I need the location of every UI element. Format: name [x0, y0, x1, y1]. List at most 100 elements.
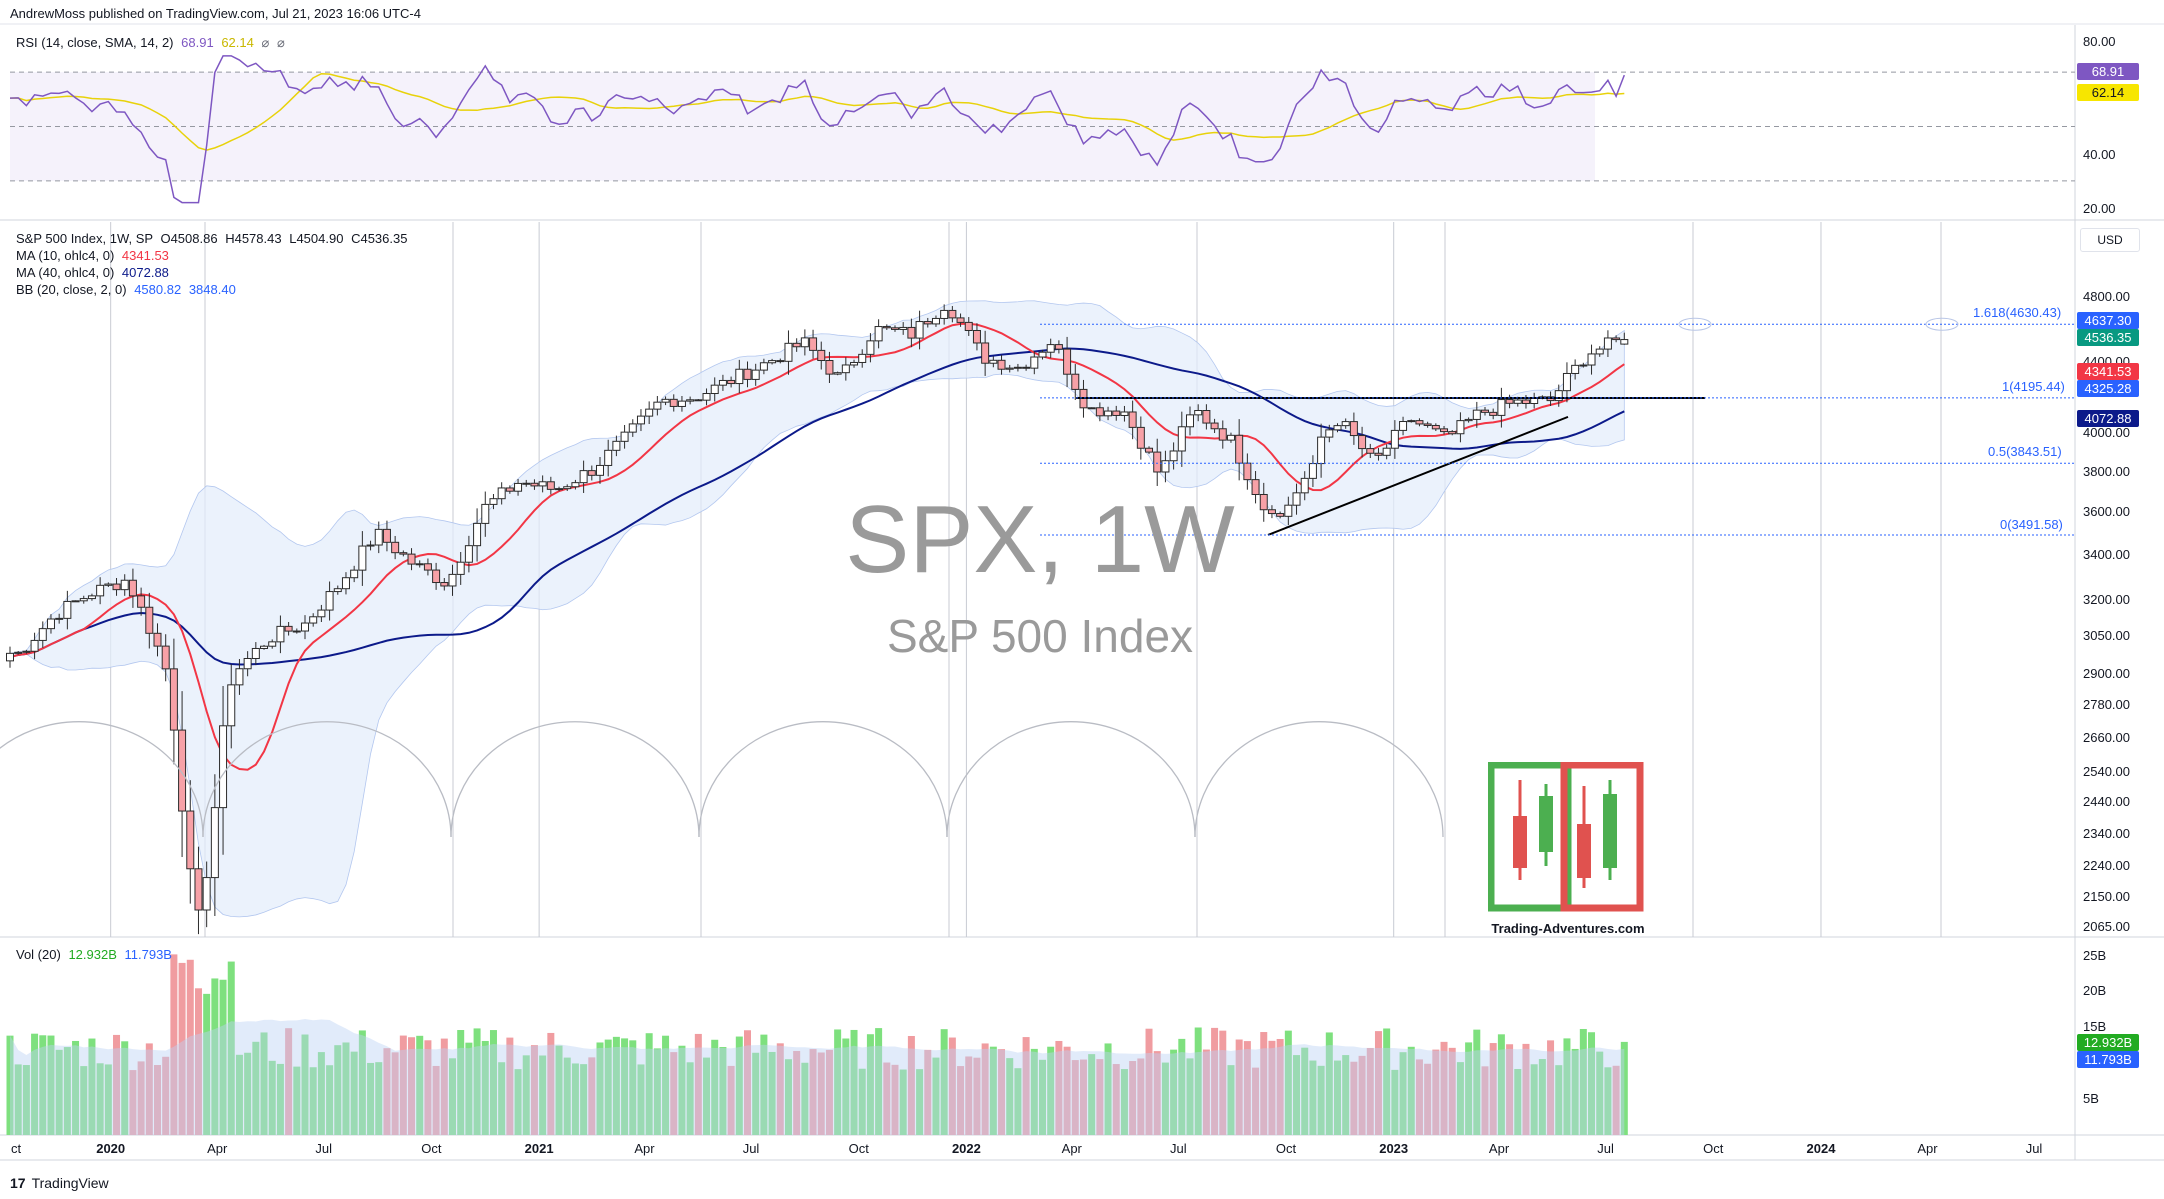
candle	[1431, 423, 1440, 432]
volume-bar	[358, 1030, 366, 1135]
volume-bar	[276, 1063, 284, 1135]
eye-off-icon[interactable]: ⌀	[276, 35, 285, 50]
volume-plot	[6, 954, 1628, 1135]
volume-bar	[784, 1059, 792, 1135]
candle	[481, 491, 490, 537]
candle	[432, 562, 441, 590]
candle	[768, 358, 777, 365]
candle	[571, 479, 580, 490]
candle	[1202, 404, 1211, 430]
volume-bar	[1563, 1038, 1571, 1135]
candle	[317, 604, 326, 623]
candle	[1243, 453, 1252, 490]
volume-axis-label: 25B	[2083, 948, 2107, 963]
volume-bar	[235, 1054, 243, 1135]
volume-bar	[145, 1043, 153, 1135]
cycle-arc	[202, 721, 452, 838]
volume-bar	[653, 1048, 661, 1135]
volume-bar	[875, 1028, 883, 1135]
candle	[514, 478, 523, 496]
candle	[563, 484, 572, 492]
candle	[268, 639, 277, 649]
price-axis-label: 2900.00	[2083, 665, 2130, 681]
candle	[1325, 424, 1334, 443]
candle	[1415, 418, 1424, 427]
volume-bar	[793, 1050, 801, 1135]
time-axis-label: Oct	[1703, 1141, 1724, 1156]
fib-marker	[1678, 317, 1712, 331]
bb-legend[interactable]: BB (20, close, 2, 0) 4580.82 3848.40	[16, 282, 236, 298]
candle	[1128, 400, 1137, 440]
candle	[374, 521, 383, 554]
bb-lower-value: 3848.40	[188, 282, 236, 297]
candle	[6, 646, 14, 668]
candle	[1276, 511, 1285, 519]
volume-legend: Vol (20) 12.932B 11.793B	[16, 947, 172, 963]
candle	[1169, 442, 1178, 470]
rsi-label: RSI (14, close, SMA, 14, 2)	[16, 35, 174, 50]
candle	[825, 351, 834, 384]
price-axis-label: 2440.00	[2083, 794, 2130, 810]
volume-bar	[1145, 1028, 1153, 1135]
volume-bar	[776, 1043, 784, 1135]
volume-bar	[612, 1036, 620, 1135]
time-axis-label: Jul	[742, 1141, 760, 1156]
time-axis-label: Jul	[2025, 1141, 2043, 1156]
candle	[153, 623, 162, 657]
candle	[1259, 482, 1268, 522]
volume-bar	[1325, 1032, 1333, 1135]
currency-button[interactable]: USD	[2080, 228, 2140, 252]
ma10-legend[interactable]: MA (10, ohlc4, 0) 4341.53	[16, 248, 169, 264]
volume-bar	[637, 1064, 645, 1135]
candle	[1358, 426, 1367, 458]
candle	[645, 401, 654, 425]
candle	[1120, 405, 1129, 422]
volume-bar	[727, 1065, 735, 1135]
candle	[1177, 411, 1186, 467]
high-value: H4578.43	[225, 231, 282, 246]
volume-bar	[80, 1066, 88, 1135]
volume-bar	[162, 1056, 170, 1135]
fib-label-05[interactable]: 0.5(3843.51)	[1988, 444, 2062, 459]
candle	[686, 396, 695, 405]
candle	[1104, 406, 1113, 421]
volume-bar	[203, 993, 211, 1135]
candle	[505, 485, 514, 494]
candle	[833, 371, 842, 376]
volume-bar	[88, 1038, 96, 1135]
volume-bar	[1407, 1046, 1415, 1135]
fib-label-1[interactable]: 1(4195.44)	[2002, 379, 2065, 394]
volume-bar	[973, 1057, 981, 1135]
volume-bar	[1530, 1064, 1538, 1135]
volume-bar	[1243, 1041, 1251, 1135]
candle	[1390, 420, 1399, 459]
volume-bar	[735, 1036, 743, 1135]
tradingview-footer[interactable]: 17 TradingView	[10, 1175, 109, 1191]
volume-bar	[1235, 1039, 1243, 1135]
price-tag-last: 4536.35	[2077, 329, 2139, 346]
candle	[800, 329, 809, 356]
candle	[169, 638, 178, 765]
eye-off-icon[interactable]: ⌀	[261, 35, 270, 50]
candle	[604, 439, 613, 477]
volume-bar	[55, 1049, 63, 1135]
ma40-legend[interactable]: MA (40, ohlc4, 0) 4072.88	[16, 265, 169, 281]
candle	[817, 341, 826, 370]
candle	[1579, 362, 1588, 368]
volume-bar	[113, 1034, 121, 1135]
candle	[530, 479, 539, 490]
candle	[587, 465, 596, 481]
candle	[981, 330, 990, 376]
volume-bar	[14, 1064, 22, 1135]
volume-bar	[1309, 1060, 1317, 1135]
volume-bar	[703, 1057, 711, 1135]
volume-bar	[498, 1062, 506, 1135]
volume-bar	[817, 1052, 825, 1135]
symbol-info[interactable]: S&P 500 Index, 1W, SP	[16, 231, 153, 246]
fib-label-0[interactable]: 0(3491.58)	[2000, 517, 2063, 532]
fib-label-1618[interactable]: 1.618(4630.43)	[1973, 305, 2062, 320]
volume-bar	[1465, 1042, 1473, 1135]
candle	[677, 395, 686, 412]
volume-bar	[571, 1063, 579, 1135]
